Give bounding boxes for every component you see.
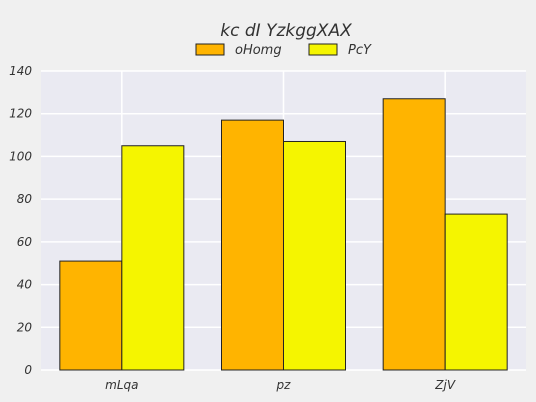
- bar-oHomg-ZjV: [382, 98, 446, 371]
- y-tick-label: 80: [17, 192, 33, 206]
- x-tick-label: ZjV: [434, 378, 456, 392]
- legend-swatch: [195, 43, 225, 56]
- bar-oHomg-mLqa: [59, 260, 123, 371]
- y-tick-label: 120: [9, 107, 32, 121]
- y-tick-label: 0: [24, 363, 32, 377]
- bar-oHomg-pz: [221, 119, 284, 371]
- bar-PcY-mLqa: [121, 145, 185, 371]
- y-tick-label: 60: [17, 235, 33, 249]
- y-tick-label: 20: [17, 320, 33, 334]
- legend-swatch: [308, 43, 338, 56]
- y-tick-label: 100: [9, 149, 32, 163]
- legend: oHomg PcY: [195, 43, 372, 58]
- x-axis: mLqa pz ZjV: [105, 378, 456, 392]
- y-axis: 0 20 40 60 80 100 120 140: [9, 64, 32, 377]
- chart-title: kc dI YzkggXAX: [220, 21, 352, 41]
- legend-label: oHomg: [235, 43, 282, 58]
- bar-PcY-pz: [283, 140, 346, 371]
- y-tick-label: 140: [9, 64, 32, 78]
- y-tick-label: 40: [17, 278, 33, 292]
- x-tick-label: mLqa: [105, 378, 138, 392]
- x-tick-label: pz: [276, 378, 292, 392]
- bar-PcY-ZjV: [444, 213, 508, 371]
- legend-label: PcY: [348, 43, 372, 58]
- bars: [59, 98, 508, 371]
